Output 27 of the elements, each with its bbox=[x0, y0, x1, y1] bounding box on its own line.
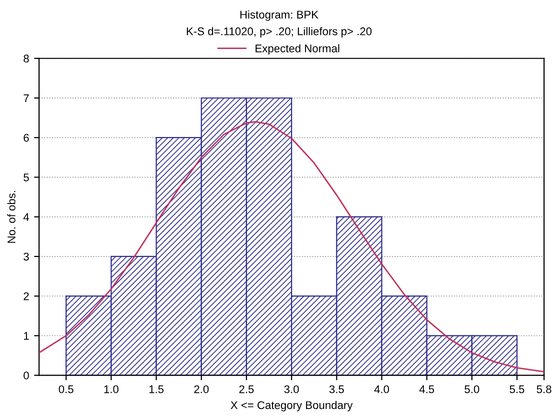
x-tick-label: 3.0 bbox=[284, 385, 299, 394]
y-tick-label: 2 bbox=[24, 292, 29, 300]
x-tick-label: 5.0 bbox=[464, 385, 480, 394]
y-tick-label: 8 bbox=[24, 54, 29, 63]
y-tick-label: 6 bbox=[24, 134, 29, 142]
x-tick-label: 5.8 bbox=[536, 385, 552, 394]
line-series bbox=[39, 121, 544, 372]
chart-subtitle: K-S d=.11020, p> .20; Lilliefors p> .20 bbox=[186, 27, 372, 38]
y-axis-title: No. of obs. bbox=[7, 190, 16, 243]
y-tick-label: 4 bbox=[23, 213, 30, 221]
x-tick-label: 2.5 bbox=[239, 385, 254, 394]
x-tick-label: 4.0 bbox=[374, 385, 390, 394]
x-tick-label: 3.5 bbox=[329, 385, 344, 394]
y-tick-label: 7 bbox=[24, 94, 29, 102]
x-tick-label: 5.5 bbox=[510, 385, 524, 394]
x-tick-label: 1.5 bbox=[149, 385, 164, 394]
y-tick-label: 5 bbox=[24, 174, 29, 182]
x-tick-label: 1.0 bbox=[104, 385, 118, 394]
y-tick-label: 0 bbox=[24, 372, 29, 380]
x-tick-label: 0.5 bbox=[58, 385, 74, 394]
x-axis-title: X <= Category Boundary bbox=[230, 400, 353, 412]
legend-label: Expected Normal bbox=[256, 44, 340, 55]
x-tick-label: 4.5 bbox=[419, 385, 434, 394]
chart-title: Histogram: BPK bbox=[240, 10, 318, 21]
x-tick-label: 2.0 bbox=[194, 385, 209, 394]
y-tick-label: 3 bbox=[24, 252, 29, 261]
y-tick-label: 1 bbox=[24, 332, 29, 340]
